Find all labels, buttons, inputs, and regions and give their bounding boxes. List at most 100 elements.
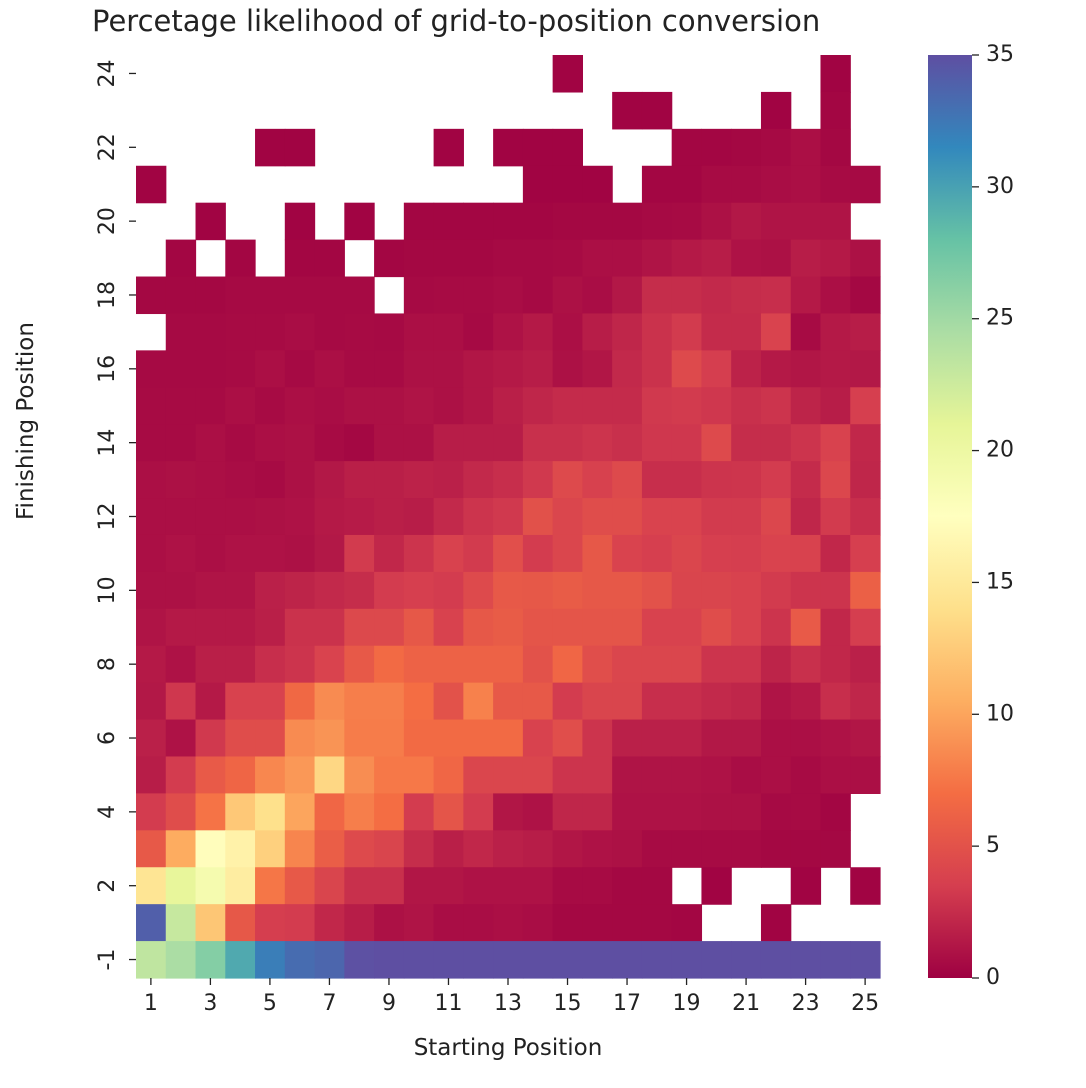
heatmap-cell [671,128,703,167]
heatmap-cell [165,793,197,831]
heatmap-cell [284,645,316,684]
heatmap-cell [225,387,256,425]
heatmap-cell [433,793,464,831]
heatmap-cell [522,313,554,351]
heatmap-cell [136,571,167,610]
heatmap-cell [314,424,345,462]
heatmap-cell [612,202,643,241]
heatmap-cell [641,461,673,499]
heatmap-cell [790,498,822,536]
heatmap-cell [255,424,286,462]
heatmap-cell [344,350,375,388]
heatmap-cell [701,276,732,315]
heatmap-cell [314,534,345,573]
colorbar-tick-label: 5 [986,833,1000,858]
heatmap-cell [195,571,226,610]
heatmap-cell [731,387,762,425]
heatmap-cell [165,645,197,684]
heatmap-cell [612,461,643,499]
heatmap-cell [493,534,524,573]
heatmap-cell [165,350,197,388]
heatmap-cell [314,756,345,794]
heatmap-cell [612,645,643,684]
heatmap-cell [165,387,197,425]
heatmap-cell [463,313,494,351]
heatmap-cell [344,756,375,794]
heatmap-cell [552,867,583,905]
heatmap-cell [493,498,524,536]
heatmap-cell [701,645,732,684]
heatmap-cell [552,719,583,758]
heatmap-cell [284,461,316,499]
heatmap-cell [522,461,554,499]
heatmap-cell [493,350,524,388]
heatmap-cell [344,498,375,536]
heatmap-cell [314,682,345,721]
heatmap-cell [850,645,881,684]
heatmap-cell [284,941,316,979]
heatmap-cell [225,756,256,794]
heatmap-cell [760,645,792,684]
heatmap-cell [671,498,703,536]
heatmap-cell [165,719,197,758]
heatmap-cell [790,645,822,684]
heatmap-cell [374,904,405,942]
heatmap-cell [314,941,345,979]
heatmap-cell [403,904,435,942]
x-tick-label: 1 [144,991,158,1016]
heatmap-cell [255,534,286,573]
heatmap-cell [344,645,375,684]
heatmap-cell [136,793,167,831]
heatmap-cell [522,202,554,241]
heatmap-cell [850,424,881,462]
heatmap-cell [552,202,583,241]
heatmap-cell [731,202,762,241]
heatmap-cell [641,867,673,905]
heatmap-cell [760,165,792,204]
heatmap-cell [850,313,881,351]
heatmap-cell [284,867,316,905]
heatmap-cell [522,498,554,536]
heatmap-cell [433,534,464,573]
heatmap-cell [641,645,673,684]
heatmap-cell [314,719,345,758]
heatmap-cell [641,387,673,425]
heatmap-cell [136,165,167,204]
heatmap-cell [374,313,405,351]
heatmap-cell [790,461,822,499]
heatmap-cell [522,350,554,388]
heatmap-cell [344,904,375,942]
heatmap-cell [731,719,762,758]
heatmap-cell [552,313,583,351]
heatmap-cell [701,867,732,905]
heatmap-cell [760,682,792,721]
heatmap-cell [136,461,167,499]
heatmap-cell [582,276,613,315]
heatmap-cell [671,350,703,388]
heatmap-cell [284,756,316,794]
heatmap-cell [612,719,643,758]
heatmap-cell [612,91,643,130]
heatmap-cell [820,424,851,462]
heatmap-cell [165,239,197,278]
heatmap-cell [314,904,345,942]
heatmap-cell [314,276,345,315]
heatmap-cell [314,571,345,610]
heatmap-cell [165,682,197,721]
heatmap-cell [284,830,316,868]
heatmap-cell [552,682,583,721]
heatmap-cell [760,128,792,167]
heatmap-cell [790,941,822,979]
heatmap-cell [195,350,226,388]
heatmap-cell [225,534,256,573]
heatmap-cell [552,793,583,831]
heatmap-cell [760,534,792,573]
heatmap-cell [344,571,375,610]
heatmap-cell [701,387,732,425]
heatmap-cell [701,165,732,204]
heatmap-cell [701,756,732,794]
heatmap-cell [463,608,494,647]
heatmap-cell [463,904,494,942]
heatmap-cell [165,313,197,351]
heatmap-cell [820,313,851,351]
